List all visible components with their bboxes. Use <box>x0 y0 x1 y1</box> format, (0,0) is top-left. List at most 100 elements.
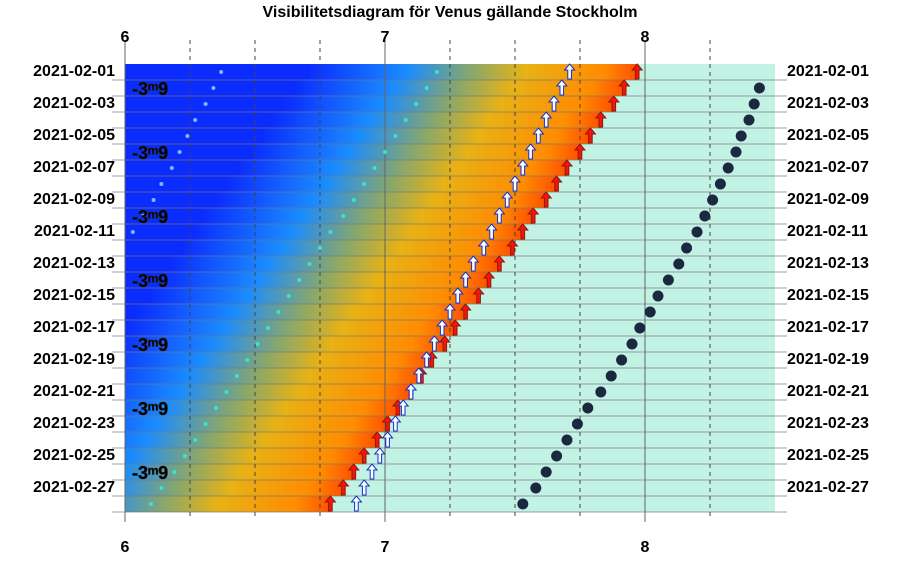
arrow <box>472 287 485 304</box>
y-label-right: 2021-02-01 <box>787 63 869 80</box>
small-dot <box>224 390 229 394</box>
small-dot <box>141 214 146 218</box>
x-tick-label-bottom: 7 <box>381 539 390 556</box>
small-dot <box>255 342 260 346</box>
small-dot <box>276 310 281 314</box>
small-dot <box>159 486 164 490</box>
sunrise-dot <box>634 322 646 334</box>
y-label-right: 2021-02-13 <box>787 255 869 272</box>
y-label-left: 2021-02-01 <box>33 63 115 80</box>
small-dot <box>159 182 164 186</box>
row-background <box>125 128 591 144</box>
y-label-right: 2021-02-03 <box>787 95 869 112</box>
small-dot <box>130 230 135 234</box>
row-after <box>377 432 775 448</box>
sunrise-dot <box>743 114 755 126</box>
small-dot <box>203 422 208 426</box>
row-background <box>125 368 422 384</box>
magnitude-label: -3ᵐ9 <box>132 463 168 483</box>
sunrise-dot <box>582 402 594 414</box>
sunrise-dot <box>530 482 542 494</box>
y-label-right: 2021-02-17 <box>787 319 869 336</box>
row-background <box>125 64 638 80</box>
arrow <box>540 111 553 128</box>
arrow <box>365 463 379 480</box>
row-background <box>125 304 466 320</box>
arrow <box>524 143 537 160</box>
arrow <box>347 463 360 480</box>
row-background <box>125 416 388 432</box>
row-after <box>478 288 775 304</box>
y-label-left: 2021-02-25 <box>33 447 115 464</box>
sunrise-dot <box>595 386 607 398</box>
sunrise-dot <box>722 162 734 174</box>
arrow <box>412 367 425 384</box>
magnitude-label: -3ᵐ9 <box>132 271 168 291</box>
small-dot <box>318 246 322 250</box>
y-label-left: 2021-02-19 <box>33 351 115 368</box>
y-label-left: 2021-02-23 <box>33 415 115 432</box>
row-background <box>125 352 432 368</box>
small-dot <box>286 294 291 298</box>
magnitude-label: -3ᵐ9 <box>132 335 168 355</box>
arrow <box>451 287 464 304</box>
magnitude-label: -3ᵐ9 <box>132 143 168 163</box>
row-background <box>125 192 547 208</box>
arrow <box>337 479 350 496</box>
row-after <box>580 144 775 160</box>
sunrise-dot <box>561 434 573 446</box>
row-after <box>343 480 775 496</box>
arrow <box>389 415 402 432</box>
row-background <box>125 208 534 224</box>
arrow <box>443 303 457 320</box>
arrow <box>540 191 553 208</box>
arrow <box>532 127 545 144</box>
small-dot <box>266 326 270 330</box>
arrow <box>381 431 394 448</box>
arrow <box>420 351 433 368</box>
y-label-right: 2021-02-21 <box>787 383 869 400</box>
arrow <box>560 159 574 176</box>
arrow <box>467 255 480 272</box>
small-dot <box>328 230 333 234</box>
small-dot <box>177 150 182 154</box>
small-dot <box>214 406 218 410</box>
small-dot <box>362 182 367 186</box>
small-dot <box>172 470 177 474</box>
arrow <box>324 495 337 512</box>
arrow <box>493 207 506 224</box>
row-background <box>125 288 479 304</box>
small-dot <box>351 198 356 202</box>
sunrise-dot <box>662 274 674 286</box>
arrow <box>358 479 371 496</box>
arrow <box>563 63 576 80</box>
row-after <box>353 464 775 480</box>
small-dot <box>341 214 346 218</box>
arrow <box>449 319 462 336</box>
arrow <box>350 495 363 512</box>
small-dot <box>193 118 198 122</box>
arrow <box>358 447 371 464</box>
row-background <box>125 176 557 192</box>
sunrise-dot <box>652 290 664 302</box>
row-after <box>567 160 775 176</box>
y-label-left: 2021-02-05 <box>33 127 115 144</box>
y-label-left: 2021-02-27 <box>33 479 115 496</box>
y-label-right: 2021-02-05 <box>787 127 869 144</box>
row-background <box>125 272 489 288</box>
y-label-right: 2021-02-19 <box>787 351 869 368</box>
x-tick-label-top: 7 <box>381 29 390 46</box>
sunrise-dot <box>691 226 703 238</box>
small-dot <box>424 86 429 90</box>
row-after <box>465 304 775 320</box>
row-after <box>522 224 775 240</box>
small-dot <box>245 358 250 362</box>
row-background <box>125 320 456 336</box>
arrow <box>438 335 451 352</box>
sunrise-dot <box>540 466 552 478</box>
row-after <box>637 64 775 80</box>
arrow <box>506 239 519 256</box>
small-dot <box>151 198 156 202</box>
sunrise-dot <box>714 178 726 190</box>
sunrise-dot <box>616 354 628 366</box>
